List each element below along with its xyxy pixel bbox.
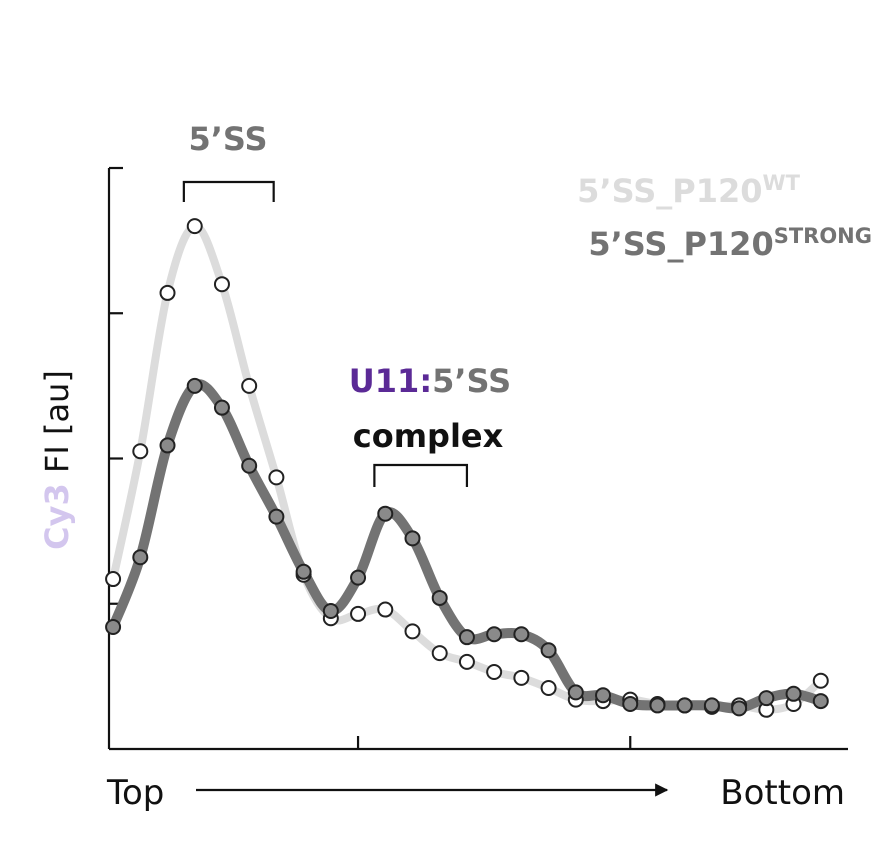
x-ticks [356, 736, 632, 749]
data-point-series-1 [268, 508, 285, 525]
x-label-bottom: Bottom [720, 773, 845, 813]
data-point-series-1 [295, 563, 312, 580]
data-point-series-0 [213, 276, 230, 293]
legend-entry-wt: 5’SS_P120WT [577, 171, 800, 210]
data-point-series-1 [105, 618, 122, 635]
data-point-series-1 [595, 687, 612, 704]
data-point-series-0 [404, 623, 421, 640]
data-point-series-1 [431, 589, 448, 606]
data-point-series-0 [431, 645, 448, 662]
data-point-series-0 [159, 284, 176, 301]
data-point-series-0 [486, 664, 503, 681]
data-point-series-1 [513, 626, 530, 643]
data-point-series-1 [703, 697, 720, 714]
data-point-series-1 [159, 437, 176, 454]
x-label-top: Top [106, 773, 164, 813]
data-point-series-0 [540, 679, 557, 696]
legend: 5’SS_P120WT 5’SS_P120STRONG [577, 171, 872, 263]
annotation-5ss-bracket [182, 180, 275, 202]
legend-strong-sup: STRONG [774, 224, 872, 248]
annotation-5ss: 5’SS [188, 120, 267, 158]
legend-strong-name: 5’SS_P120 [588, 225, 773, 263]
annotation-complex-line2: complex [353, 417, 504, 455]
data-point-series-0 [812, 672, 829, 689]
data-point-series-1 [622, 695, 639, 712]
data-point-series-1 [567, 684, 584, 701]
data-point-series-0 [350, 605, 367, 622]
data-point-series-1 [731, 700, 748, 717]
data-point-series-1 [540, 642, 557, 659]
data-point-series-1 [649, 697, 666, 714]
data-point-series-1 [322, 603, 339, 620]
y-axis-label-dye: Cy3 [38, 483, 76, 550]
legend-entry-strong: 5’SS_P120STRONG [588, 224, 872, 263]
data-point-series-1 [132, 549, 149, 566]
annotation-5ss-in-complex: 5’SS [432, 362, 511, 400]
data-point-series-0 [105, 571, 122, 588]
data-point-series-0 [241, 377, 258, 394]
y-ticks [109, 166, 123, 605]
data-point-series-1 [213, 399, 230, 416]
data-point-series-0 [377, 601, 394, 618]
annotation-5ss-text: 5’SS [188, 120, 267, 158]
data-point-series-1 [350, 569, 367, 586]
data-point-series-1 [758, 690, 775, 707]
data-point-series-0 [458, 653, 475, 670]
data-point-series-1 [486, 626, 503, 643]
series-layer [105, 218, 829, 718]
annotation-complex-bracket [373, 463, 469, 487]
legend-wt-sup: WT [763, 171, 801, 195]
data-point-series-0 [186, 218, 203, 235]
data-point-series-0 [132, 443, 149, 460]
data-point-series-0 [268, 469, 285, 486]
data-point-series-1 [186, 377, 203, 394]
legend-wt-name: 5’SS_P120 [577, 172, 762, 210]
data-point-series-1 [404, 530, 421, 547]
annotation-u11: U11: [349, 362, 432, 400]
data-point-series-1 [241, 457, 258, 474]
data-point-series-1 [377, 505, 394, 522]
data-point-series-1 [812, 693, 829, 710]
data-point-series-1 [785, 685, 802, 702]
data-point-series-0 [513, 669, 530, 686]
data-point-series-1 [458, 629, 475, 646]
y-axis-label: Cy3 FI [au] [38, 370, 76, 550]
annotation-complex-line1: U11:5’SS [349, 362, 511, 400]
y-axis-label-unit: FI [au] [38, 370, 76, 483]
data-point-series-1 [676, 697, 693, 714]
